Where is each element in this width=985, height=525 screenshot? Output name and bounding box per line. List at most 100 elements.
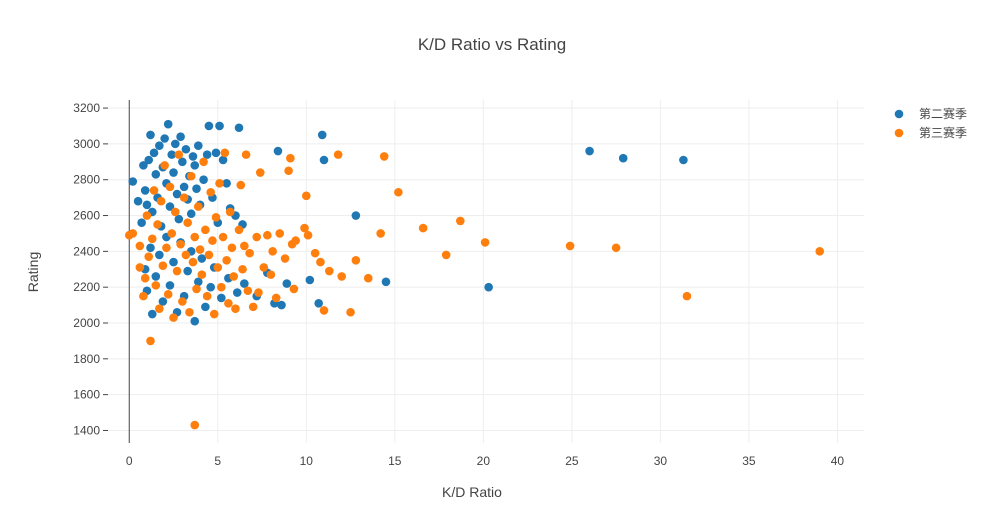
data-point[interactable]	[266, 270, 276, 279]
data-point[interactable]	[128, 229, 138, 238]
data-point[interactable]	[585, 146, 594, 156]
data-point[interactable]	[128, 177, 138, 186]
data-point[interactable]	[137, 218, 146, 227]
data-point[interactable]	[146, 130, 155, 140]
data-point[interactable]	[162, 243, 171, 253]
data-point[interactable]	[174, 214, 184, 224]
data-point[interactable]	[199, 175, 208, 185]
data-point[interactable]	[363, 273, 373, 283]
data-point[interactable]	[139, 161, 148, 170]
data-point[interactable]	[245, 248, 254, 258]
data-point[interactable]	[155, 250, 164, 260]
data-point[interactable]	[170, 207, 180, 217]
legend-item[interactable]: 第二赛季	[894, 106, 967, 121]
data-point[interactable]	[206, 187, 215, 197]
data-point[interactable]	[682, 291, 692, 301]
data-point[interactable]	[222, 256, 231, 265]
data-point[interactable]	[222, 178, 231, 188]
data-point[interactable]	[183, 218, 192, 227]
data-point[interactable]	[268, 247, 277, 256]
data-point[interactable]	[263, 230, 272, 240]
data-point[interactable]	[202, 291, 212, 301]
data-point[interactable]	[172, 266, 182, 276]
data-point[interactable]	[188, 257, 198, 267]
data-point[interactable]	[310, 248, 320, 258]
data-point[interactable]	[144, 252, 154, 262]
data-point[interactable]	[144, 155, 154, 165]
data-point[interactable]	[186, 209, 196, 219]
data-point[interactable]	[151, 272, 161, 281]
data-point[interactable]	[217, 293, 226, 303]
data-point[interactable]	[140, 273, 150, 283]
data-point[interactable]	[217, 282, 226, 292]
data-point[interactable]	[211, 148, 221, 158]
data-point[interactable]	[305, 275, 315, 285]
data-point[interactable]	[181, 250, 191, 260]
data-point[interactable]	[163, 119, 173, 129]
data-point[interactable]	[147, 309, 157, 319]
data-point[interactable]	[218, 155, 228, 165]
data-point[interactable]	[181, 144, 191, 154]
data-point[interactable]	[220, 148, 230, 158]
data-point[interactable]	[201, 302, 210, 312]
data-point[interactable]	[418, 223, 428, 233]
data-point[interactable]	[316, 257, 325, 267]
data-point[interactable]	[259, 263, 269, 272]
data-point[interactable]	[149, 148, 159, 158]
data-point[interactable]	[160, 161, 169, 170]
data-point[interactable]	[275, 229, 285, 238]
data-point[interactable]	[218, 232, 228, 242]
data-point[interactable]	[379, 152, 389, 161]
data-point[interactable]	[204, 121, 214, 131]
data-point[interactable]	[190, 316, 200, 326]
data-point[interactable]	[169, 257, 178, 267]
data-point[interactable]	[815, 247, 825, 256]
data-point[interactable]	[193, 202, 203, 211]
data-point[interactable]	[204, 250, 214, 260]
data-point[interactable]	[215, 121, 224, 131]
data-point[interactable]	[188, 152, 198, 161]
data-point[interactable]	[271, 293, 281, 303]
data-point[interactable]	[611, 243, 621, 253]
data-point[interactable]	[195, 245, 205, 254]
data-point[interactable]	[160, 134, 169, 143]
data-point[interactable]	[255, 168, 265, 177]
data-point[interactable]	[165, 202, 175, 211]
data-point[interactable]	[238, 264, 247, 274]
data-point[interactable]	[441, 250, 451, 260]
data-point[interactable]	[147, 234, 157, 244]
data-point[interactable]	[149, 186, 159, 195]
data-point[interactable]	[153, 220, 162, 229]
data-point[interactable]	[197, 270, 207, 279]
data-point[interactable]	[376, 229, 385, 238]
data-point[interactable]	[142, 200, 152, 210]
data-point[interactable]	[277, 300, 286, 310]
data-point[interactable]	[178, 297, 187, 306]
data-point[interactable]	[192, 184, 201, 193]
data-point[interactable]	[679, 155, 688, 165]
data-point[interactable]	[178, 157, 187, 167]
data-point[interactable]	[241, 150, 251, 159]
data-point[interactable]	[165, 281, 175, 290]
data-point[interactable]	[172, 189, 182, 199]
data-point[interactable]	[167, 150, 177, 159]
data-point[interactable]	[190, 161, 200, 170]
data-point[interactable]	[240, 241, 249, 251]
data-point[interactable]	[317, 130, 327, 140]
data-point[interactable]	[319, 306, 329, 315]
data-point[interactable]	[151, 281, 161, 290]
data-point[interactable]	[232, 288, 242, 297]
legend-item[interactable]: 第三赛季	[894, 125, 967, 140]
data-point[interactable]	[135, 241, 145, 251]
data-point[interactable]	[202, 150, 212, 159]
data-point[interactable]	[199, 157, 208, 167]
data-point[interactable]	[213, 263, 223, 272]
data-point[interactable]	[165, 182, 175, 192]
data-point[interactable]	[229, 272, 239, 281]
data-point[interactable]	[167, 229, 177, 238]
data-point[interactable]	[291, 236, 300, 245]
data-point[interactable]	[381, 277, 391, 287]
data-point[interactable]	[155, 304, 164, 313]
data-point[interactable]	[186, 171, 196, 181]
